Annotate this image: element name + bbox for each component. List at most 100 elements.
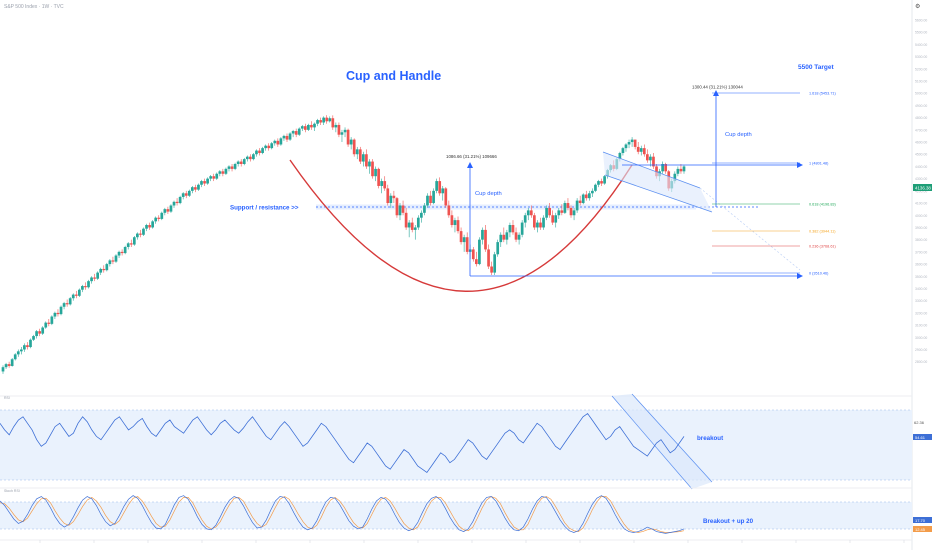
cup-arc [289, 159, 633, 292]
candle [499, 232, 503, 247]
candle-body [462, 237, 466, 243]
candle [371, 159, 374, 179]
candle-body [215, 173, 219, 179]
candle [270, 142, 274, 150]
fib-level: 0.382 (3944.11) [712, 230, 836, 234]
candle-body [325, 117, 329, 122]
candle [303, 123, 307, 133]
candle-body [636, 146, 640, 152]
candle-body [261, 148, 264, 154]
candle [383, 176, 387, 191]
candle-body [423, 205, 426, 213]
candle-body [496, 242, 500, 255]
candle [343, 127, 347, 138]
price-tick-label: 5400.00 [915, 43, 927, 47]
candle-body [471, 249, 475, 260]
candle [456, 216, 460, 234]
candle [120, 249, 124, 256]
candle [23, 343, 26, 352]
candle [404, 207, 408, 230]
price-tick-label: 5300.00 [915, 55, 927, 59]
candle-body [175, 201, 179, 204]
candle-body [157, 217, 161, 219]
candle-body [245, 156, 249, 160]
candle-body [212, 176, 216, 179]
candle [652, 153, 655, 169]
candle-body [90, 277, 93, 282]
candle-body [334, 124, 338, 128]
candle-body [581, 194, 585, 204]
candle [474, 251, 478, 267]
cup-depth-right-label: Cup depth [725, 132, 752, 138]
rsi-pane[interactable]: RSI breakout 62.36 54.61 [0, 393, 932, 490]
candle [484, 225, 487, 252]
fib-label: 0.236 (3768.61) [809, 245, 837, 249]
candle-body [383, 181, 387, 189]
candle-body [139, 233, 142, 235]
candle-body [566, 203, 570, 208]
candle-body [300, 126, 304, 129]
candle-body [148, 225, 151, 228]
candle-body [444, 188, 448, 206]
candle-body [679, 168, 683, 172]
candle-body [120, 251, 124, 254]
chart-title: Cup and Handle [346, 69, 441, 83]
candle [242, 157, 246, 166]
candle-body [160, 212, 164, 219]
candle-body [539, 222, 542, 228]
candle [514, 227, 518, 243]
candle-body [557, 210, 561, 216]
candle [365, 149, 368, 169]
candle-body [288, 133, 292, 140]
settings-icon[interactable]: ⚙ [915, 3, 920, 10]
candle-body [618, 153, 622, 160]
candle-body [642, 148, 646, 155]
candle [462, 234, 466, 252]
candle-body [441, 188, 445, 194]
candle [264, 144, 267, 151]
stoch-legend: Stoch RSI [4, 489, 20, 493]
fib-level: 0 (3510.46) [712, 272, 829, 276]
price-tick-label: 3200.00 [915, 311, 927, 315]
candle-body [554, 215, 558, 223]
candle [26, 342, 29, 350]
candle-body [285, 135, 289, 140]
candle-body [352, 139, 356, 155]
candle-body [545, 207, 548, 218]
stoch-rsi-pane[interactable]: Stoch RSI Breakout + up 20 17.70 12.45 [0, 487, 932, 534]
candle [471, 246, 475, 262]
candle-body [35, 331, 38, 337]
candle-body [102, 268, 106, 271]
candle-body [111, 260, 115, 262]
candle [316, 118, 319, 127]
candle-body [233, 164, 237, 169]
candle [16, 349, 20, 357]
candle [508, 222, 512, 238]
candle-body [484, 229, 487, 250]
candle-body [337, 124, 341, 135]
candle-body [16, 351, 20, 355]
candle [358, 146, 362, 164]
candle [108, 259, 112, 267]
candle [426, 193, 429, 208]
candle-body [29, 339, 32, 348]
candle [218, 170, 222, 177]
candle [682, 165, 686, 174]
price-axis[interactable]: 2800.00 2900.00 3000.00 3100.00 3200.00 3300.… [915, 19, 927, 365]
candle-body [355, 149, 359, 155]
candle-body [279, 138, 283, 145]
rsi-channel-lower [611, 395, 693, 490]
price-pane[interactable]: 1.618 (5453.71) 1 (4801.48) 0.618 (4196.83… [1, 64, 932, 374]
candle-body [81, 286, 84, 290]
candle [160, 211, 164, 221]
candle-body [474, 259, 478, 265]
stoch-k-line [0, 495, 685, 534]
handle-channel-upper [602, 151, 701, 189]
stoch-d-value: 12.45 [915, 527, 926, 532]
candle [117, 250, 121, 258]
candle-body [578, 200, 582, 204]
candle [621, 146, 625, 156]
stoch-k-value: 17.70 [915, 518, 926, 523]
candle-body [389, 195, 393, 204]
